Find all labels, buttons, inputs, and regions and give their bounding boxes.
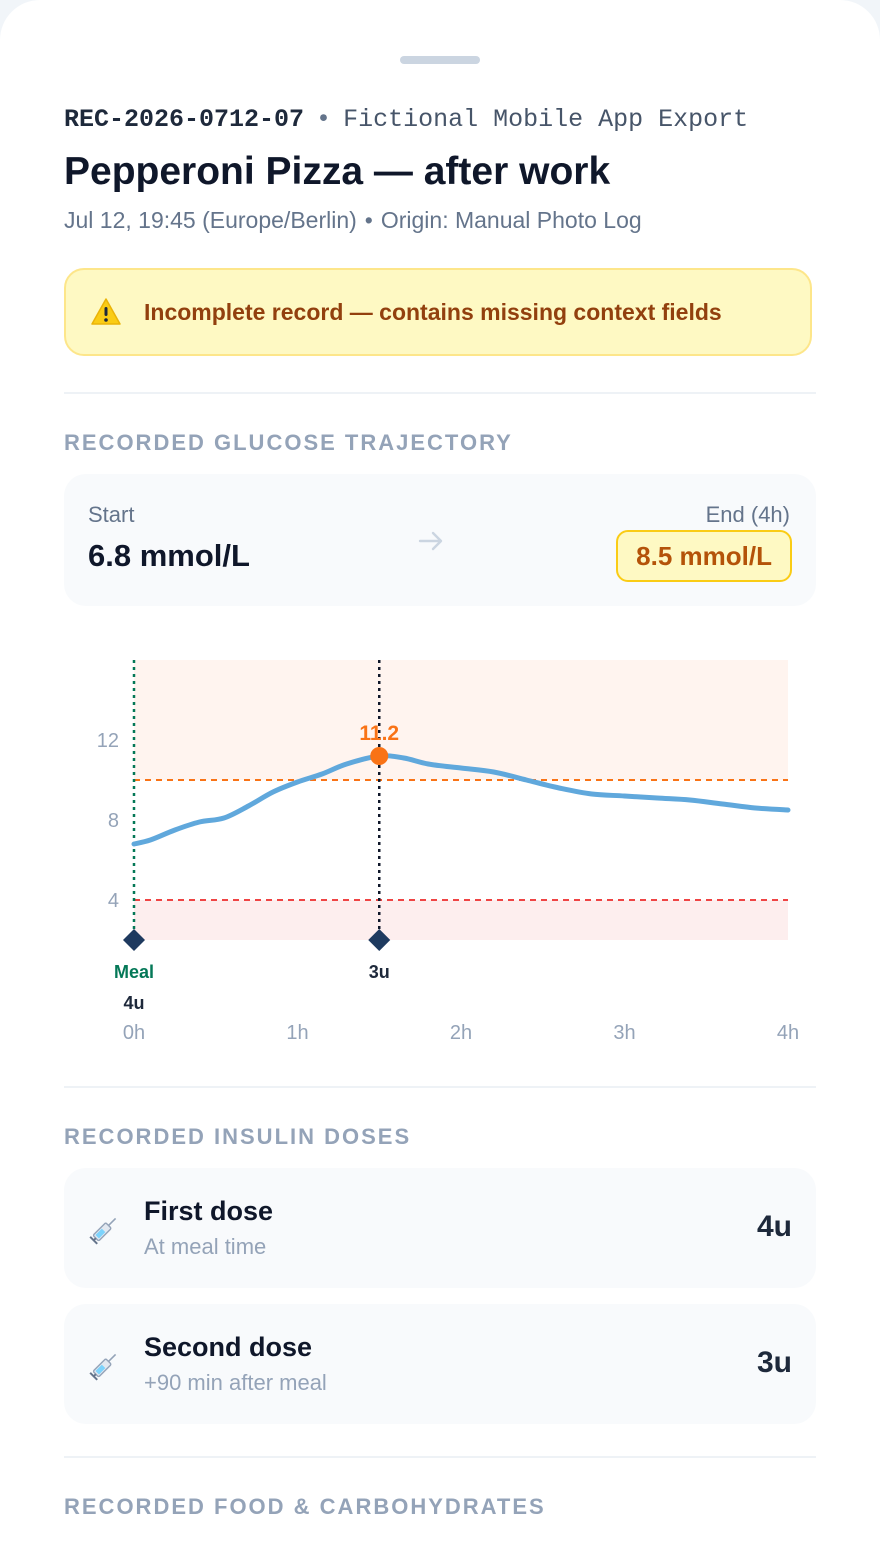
x-tick-label: 4h	[777, 1022, 799, 1044]
record-datetime: Jul 12, 19:45 (Europe/Berlin)	[64, 207, 357, 233]
record-meta: REC-2026-0712-07 • Fictional Mobile App Ex…	[64, 104, 748, 136]
divider	[64, 392, 816, 394]
peak-point	[370, 747, 389, 765]
start-label: Start	[88, 502, 135, 527]
dose-card-second[interactable]: Second dose +90 min after meal 3u	[64, 1304, 816, 1424]
dose-value: 3u	[756, 1346, 792, 1379]
glucose-chart: 4 8 12 11.2 Meal 4u 3u 0h 1h 2h 3h 4h	[97, 660, 799, 1044]
record-origin: Origin: Manual Photo Log	[380, 207, 642, 233]
end-label: End (4h)	[705, 502, 790, 527]
trajectory-summary-card: Start 6.8 mmol/L End (4h) 8.5 mmol/L	[64, 474, 816, 606]
dose-value: 4u	[756, 1210, 792, 1243]
dose-marker	[123, 929, 145, 951]
arrow-right-icon	[418, 531, 443, 551]
incomplete-record-alert: Incomplete record — contains missing con…	[64, 268, 812, 356]
dose-marker-label: 4u	[123, 993, 144, 1013]
warning-icon	[91, 298, 121, 325]
glucose-series-line	[131, 753, 791, 847]
x-tick-label: 2h	[450, 1022, 472, 1044]
peak-label: 11.2	[359, 722, 399, 745]
divider	[64, 1456, 816, 1458]
alert-message: Incomplete record — contains missing con…	[144, 298, 722, 325]
subtitle-separator: •	[364, 207, 373, 233]
high-zone	[134, 660, 788, 780]
dose-name: First dose	[144, 1196, 274, 1226]
divider	[64, 1086, 816, 1088]
trajectory-section-label: RECORDED GLUCOSE TRAJECTORY	[64, 430, 513, 455]
end-value-badge: 8.5 mmol/L	[616, 530, 792, 582]
x-tick-label: 3h	[613, 1022, 635, 1044]
record-source: Fictional Mobile App Export	[343, 105, 749, 134]
dose-marker-label: 3u	[369, 962, 390, 982]
low-zone	[134, 900, 788, 940]
sheet-drag-handle[interactable]	[400, 56, 480, 64]
y-tick-label: 4	[108, 890, 119, 912]
x-tick-label: 1h	[286, 1022, 308, 1044]
meta-separator: •	[316, 105, 332, 134]
start-value: 6.8 mmol/L	[88, 538, 250, 573]
page-title: Pepperoni Pizza — after work	[64, 150, 611, 193]
food-section-label: RECORDED FOOD & CARBOHYDRATES	[64, 1494, 546, 1519]
event-label: Meal	[114, 962, 154, 982]
dose-timing: +90 min after meal	[144, 1370, 327, 1395]
y-tick-label: 12	[97, 730, 119, 752]
dose-timing: At meal time	[144, 1234, 267, 1259]
dose-marker	[368, 929, 391, 951]
dose-name: Second dose	[144, 1332, 313, 1362]
x-tick-label: 0h	[123, 1022, 145, 1044]
syringe-icon	[89, 1353, 117, 1381]
record-id: REC-2026-0712-07	[64, 105, 305, 134]
dose-card-first[interactable]: First dose At meal time 4u	[64, 1168, 816, 1288]
y-tick-label: 8	[108, 810, 119, 832]
syringe-icon	[89, 1217, 117, 1245]
record-subtitle: Jul 12, 19:45 (Europe/Berlin) • Origin: Ma…	[64, 204, 642, 236]
insulin-section-label: RECORDED INSULIN DOSES	[64, 1124, 412, 1149]
